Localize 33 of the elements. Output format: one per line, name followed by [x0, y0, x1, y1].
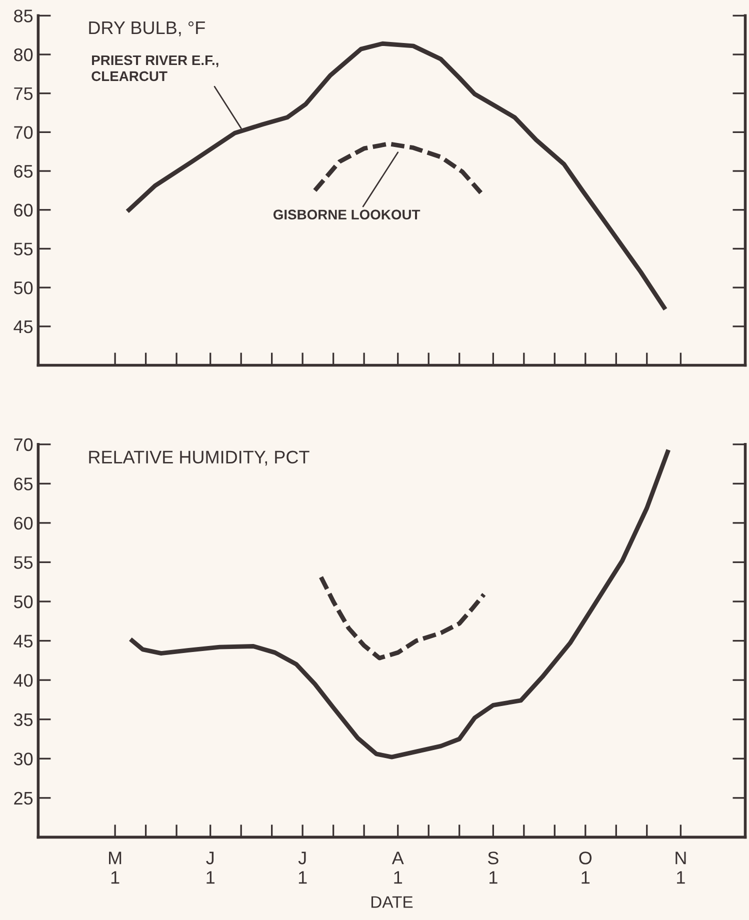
y-tick-label: 85 [14, 10, 33, 22]
y-tick-label: 70 [14, 126, 33, 139]
y-tick-label: 65 [14, 164, 33, 178]
x-tick-label: O 1 [579, 852, 592, 884]
y-tick-label: 50 [14, 595, 33, 608]
y-tick-label: 55 [14, 556, 33, 569]
y-tick-label: 45 [14, 320, 33, 334]
y-tick-label: 70 [14, 438, 33, 452]
annotation: GISBORNE LOOKOUT [273, 210, 420, 220]
chart-title: DRY BULB, °F [89, 21, 205, 36]
y-tick-label: 60 [14, 204, 33, 217]
y-tick-label: 45 [14, 634, 33, 648]
y-tick-label: 50 [14, 281, 33, 294]
x-tick-label: M 1 [109, 852, 122, 884]
line-series [312, 142, 484, 195]
annotation: PRIEST RIVER E.F., CLEARCUT [92, 55, 218, 82]
x-tick-label: J 1 [298, 852, 307, 884]
x-tick-label: S 1 [488, 852, 498, 884]
y-tick-label: 35 [14, 713, 33, 726]
x-axis-title: DATE [371, 896, 413, 908]
line-series [318, 574, 486, 660]
y-tick-label: 25 [14, 792, 33, 805]
y-tick-label: 65 [14, 478, 33, 490]
y-tick-label: 55 [14, 242, 33, 256]
x-tick-label: J 1 [206, 852, 214, 884]
y-tick-label: 60 [14, 516, 33, 530]
y-tick-label: 40 [14, 674, 33, 687]
chart-title: RELATIVE HUMIDITY, PCT [89, 450, 310, 466]
y-tick-label: 30 [14, 752, 33, 766]
y-tick-label: 80 [14, 48, 33, 62]
x-tick-label: A 1 [392, 852, 404, 884]
y-tick-label: 75 [14, 87, 33, 100]
x-tick-label: N 1 [676, 852, 686, 884]
